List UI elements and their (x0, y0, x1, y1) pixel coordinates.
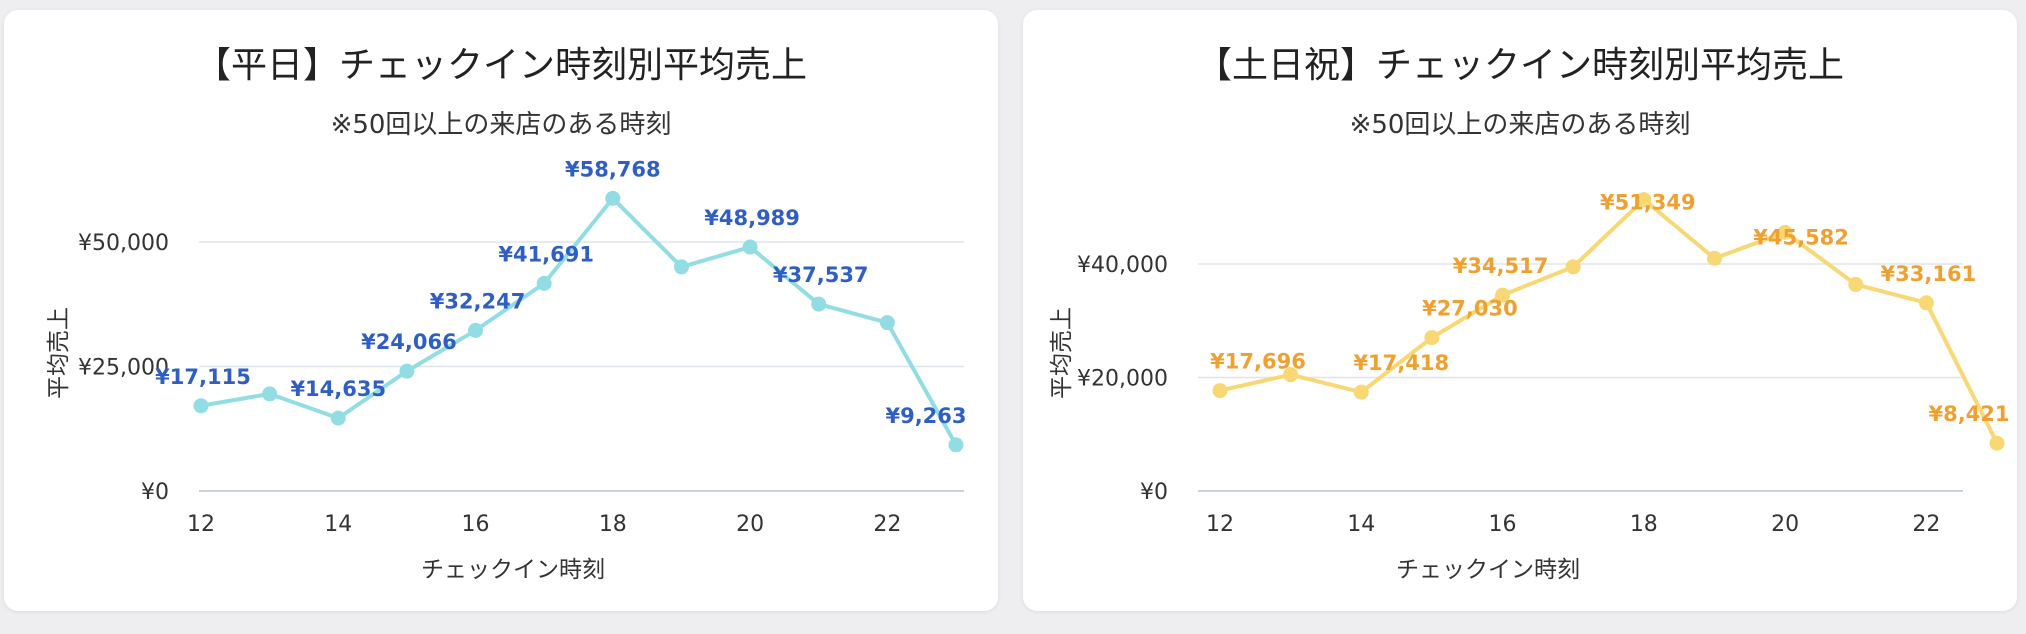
y-tick-label: ¥20,000 (1077, 367, 1168, 392)
data-point (1283, 367, 1299, 383)
data-point (1848, 276, 1864, 292)
data-label: ¥45,582 (1753, 225, 1849, 249)
x-tick-label: 12 (1206, 512, 1234, 537)
data-point (1212, 383, 1228, 399)
x-tick-label: 16 (462, 512, 490, 537)
y-tick-label: ¥0 (1140, 480, 1168, 505)
data-label: ¥8,421 (1928, 402, 2009, 426)
data-point (811, 296, 827, 312)
x-tick-label: 22 (873, 512, 901, 537)
y-tick-label: ¥0 (141, 480, 169, 505)
data-point (1353, 384, 1369, 400)
data-label: ¥17,418 (1353, 351, 1449, 375)
data-point (1565, 259, 1581, 275)
data-point (1424, 330, 1440, 346)
series-line (200, 196, 958, 446)
data-label: ¥48,989 (704, 206, 800, 230)
data-point (1636, 192, 1652, 208)
data-label: ¥58,768 (565, 157, 661, 181)
x-tick-label: 20 (736, 512, 764, 537)
line-chart-weekday: ¥0 ¥25,000 ¥50,000 12 14 16 18 20 22 ¥17,115 ¥14,6… (78, 157, 967, 537)
data-point (605, 190, 621, 206)
y-tick-label: ¥40,000 (1077, 253, 1168, 278)
data-point (193, 398, 209, 414)
data-label: ¥17,115 (155, 365, 251, 389)
x-tick-label: 18 (599, 512, 627, 537)
x-tick-label: 14 (324, 512, 352, 537)
x-tick-label: 14 (1347, 512, 1375, 537)
series-line (1219, 197, 1999, 445)
data-label: ¥34,517 (1453, 254, 1549, 278)
data-label: ¥27,030 (1422, 297, 1518, 321)
data-point (1706, 250, 1722, 266)
data-label: ¥24,066 (361, 330, 457, 354)
y-tick-label: ¥50,000 (78, 231, 169, 256)
data-point (262, 386, 278, 402)
data-point (468, 322, 484, 338)
y-tick-label: ¥25,000 (78, 356, 169, 381)
y-axis-title: 平均売上 (46, 307, 72, 399)
x-tick-label: 20 (1771, 512, 1799, 537)
data-point (1989, 435, 2005, 451)
data-label: ¥37,537 (773, 263, 869, 287)
chart-subtitle: ※50回以上の来店のある時刻 (1349, 110, 1691, 140)
chart-subtitle: ※50回以上の来店のある時刻 (330, 110, 672, 140)
chart-card-weekday: 【平日】チェックイン時刻別平均売上 ※50回以上の来店のある時刻 ¥0 ¥25,0… (4, 10, 998, 611)
data-point (673, 259, 689, 275)
data-point (399, 363, 415, 379)
data-label: ¥41,691 (498, 242, 594, 266)
chart-title: 【土日祝】チェックイン時刻別平均売上 (1195, 45, 1844, 86)
x-tick-label: 18 (1630, 512, 1658, 537)
chart-card-holiday: 【土日祝】チェックイン時刻別平均売上 ※50回以上の来店のある時刻 ¥0 ¥20,… (1023, 10, 2017, 611)
x-tick-label: 22 (1912, 512, 1940, 537)
x-tick-label: 12 (187, 512, 215, 537)
data-point (742, 239, 758, 255)
data-label: ¥51,349 (1600, 191, 1696, 215)
line-chart-holiday: ¥0 ¥20,000 ¥40,000 12 14 16 18 20 22 ¥17,696 ¥17,4… (1077, 191, 2010, 537)
data-point (1495, 287, 1511, 303)
data-label: ¥32,247 (430, 289, 526, 313)
x-axis-title: チェックイン時刻 (421, 557, 605, 583)
chart-title: 【平日】チェックイン時刻別平均売上 (194, 45, 807, 86)
data-point (536, 275, 552, 291)
data-label: ¥14,635 (290, 377, 386, 401)
data-label: ¥17,696 (1210, 350, 1306, 374)
data-point (1777, 224, 1793, 240)
data-point (879, 315, 895, 331)
data-point (330, 410, 346, 426)
data-point (948, 437, 964, 453)
y-axis-title: 平均売上 (1049, 307, 1075, 399)
data-label: ¥33,161 (1881, 262, 1977, 286)
x-tick-label: 16 (1489, 512, 1517, 537)
x-axis-title: チェックイン時刻 (1396, 557, 1580, 583)
data-point (1918, 295, 1934, 311)
data-label: ¥9,263 (885, 404, 966, 428)
